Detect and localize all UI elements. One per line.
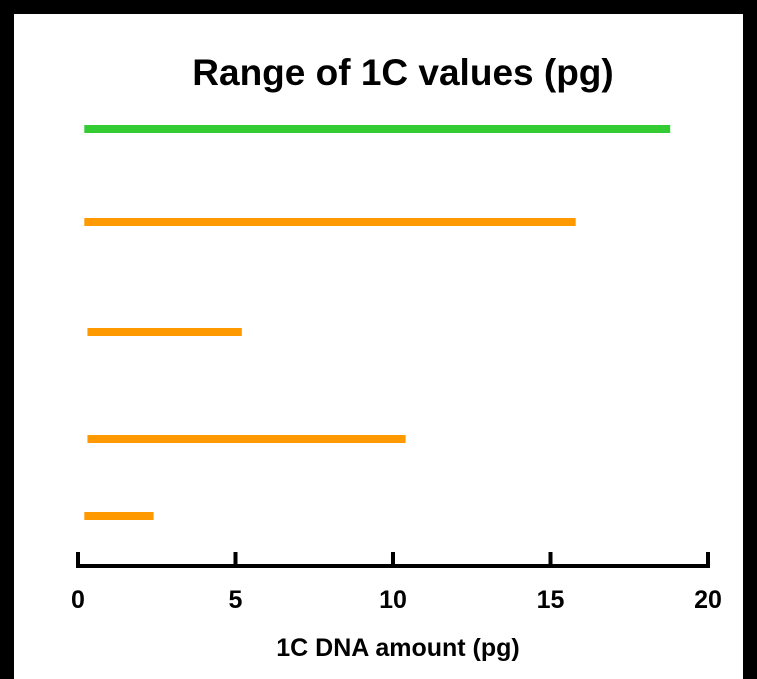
x-tick-label-15: 15 bbox=[537, 586, 565, 614]
x-tick-label-10: 10 bbox=[379, 586, 407, 614]
x-tick-label-5: 5 bbox=[229, 586, 243, 614]
range-bars bbox=[84, 125, 671, 520]
x-tick-label-20: 20 bbox=[694, 586, 722, 614]
x-axis: 0 5 10 15 20 bbox=[71, 552, 722, 614]
chart-title: Range of 1C values (pg) bbox=[192, 52, 613, 93]
chart-frame: Range of 1C values (pg) 0 5 10 15 20 1C DNA … bbox=[14, 14, 743, 679]
x-tick-label-0: 0 bbox=[71, 586, 85, 614]
x-axis-title: 1C DNA amount (pg) bbox=[276, 634, 520, 662]
chart-svg: Range of 1C values (pg) 0 5 10 15 20 1C DNA … bbox=[71, 52, 722, 662]
